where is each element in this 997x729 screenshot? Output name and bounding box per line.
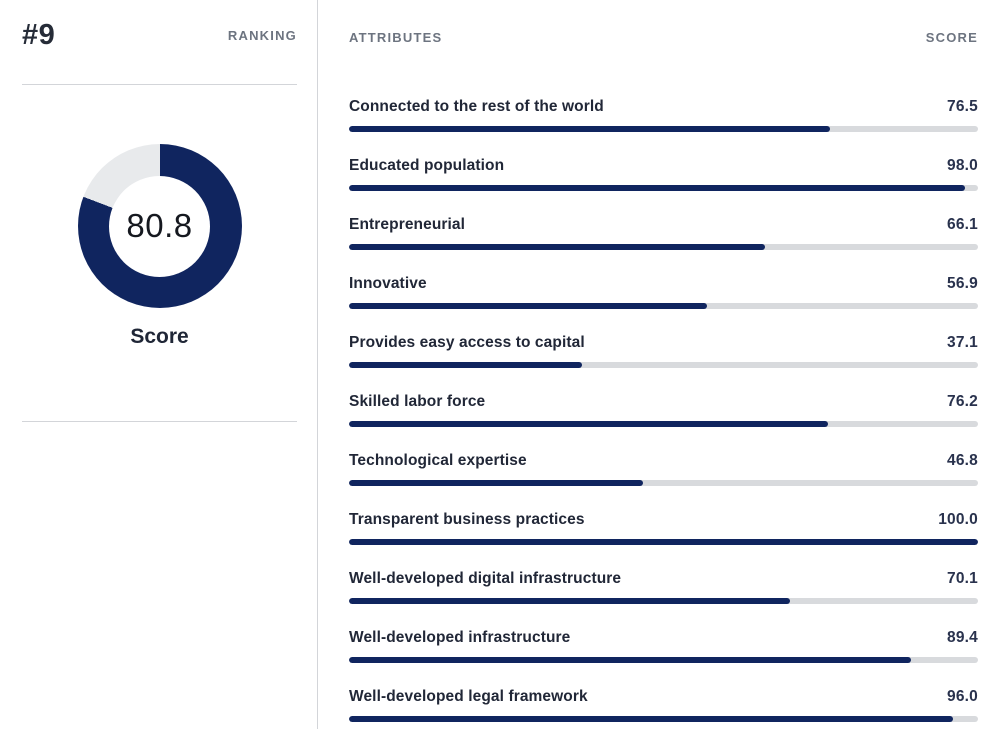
attribute-score-bar	[349, 598, 978, 604]
attribute-score-bar	[349, 539, 978, 545]
attribute-score-bar-fill	[349, 362, 583, 368]
attribute-score-bar	[349, 362, 978, 368]
score-column-header: SCORE	[925, 30, 978, 45]
left-divider-bottom	[22, 421, 297, 422]
attribute-score-bar-fill	[349, 480, 644, 486]
attribute-score: 70.1	[947, 570, 978, 587]
attribute-label: Entrepreneurial	[349, 216, 466, 233]
attribute-score-bar	[349, 716, 978, 722]
attributes-column-header: ATTRIBUTES	[349, 30, 443, 45]
attribute-score-bar	[349, 303, 978, 309]
attribute-row: Educated population 98.0	[349, 156, 978, 191]
attribute-label: Educated population	[349, 157, 505, 174]
attribute-score: 76.2	[947, 393, 978, 410]
attribute-row: Transparent business practices 100.0	[349, 510, 978, 545]
attribute-score-bar-fill	[349, 539, 978, 545]
ranking-label: RANKING	[227, 27, 297, 43]
ranking-header: #9 RANKING	[22, 18, 297, 52]
attribute-score-bar-fill	[349, 185, 966, 191]
score-donut-chart: 80.8	[77, 144, 242, 308]
attribute-score: 100.0	[938, 511, 978, 528]
attribute-label: Technological expertise	[349, 452, 527, 469]
attribute-score: 46.8	[947, 452, 978, 469]
attribute-row: Well-developed infrastructure 89.4	[349, 628, 978, 663]
attribute-label: Innovative	[349, 275, 427, 292]
left-divider-top	[22, 84, 297, 85]
attribute-row: Well-developed legal framework 96.0	[349, 687, 978, 722]
attribute-row: Innovative 56.9	[349, 274, 978, 309]
ranking-panel: #9 RANKING 80.8 Score	[0, 0, 318, 729]
attribute-label: Well-developed legal framework	[349, 688, 588, 705]
rank-value: #9	[22, 19, 56, 51]
attribute-score-bar-fill	[349, 126, 831, 132]
attribute-label: Well-developed infrastructure	[349, 629, 571, 646]
attribute-row: Entrepreneurial 66.1	[349, 215, 978, 250]
attribute-label: Transparent business practices	[349, 511, 585, 528]
attribute-score: 66.1	[947, 216, 978, 233]
attribute-row: Technological expertise 46.8	[349, 451, 978, 486]
attribute-row: Well-developed digital infrastructure 70…	[349, 569, 978, 604]
attribute-score-bar	[349, 244, 978, 250]
attribute-score-bar-fill	[349, 657, 912, 663]
attribute-score: 98.0	[947, 157, 978, 174]
score-caption: Score	[130, 325, 189, 348]
attribute-label: Provides easy access to capital	[349, 334, 585, 351]
score-donut-wrap: 80.8	[22, 144, 297, 308]
attribute-row: Provides easy access to capital 37.1	[349, 333, 978, 368]
attribute-score-bar-fill	[349, 716, 953, 722]
attribute-score-bar	[349, 480, 978, 486]
attribute-label: Skilled labor force	[349, 393, 486, 410]
attribute-row: Connected to the rest of the world 76.5	[349, 97, 978, 132]
attribute-score: 56.9	[947, 275, 978, 292]
attribute-score-bar	[349, 185, 978, 191]
attribute-score-bar	[349, 126, 978, 132]
attribute-score-bar-fill	[349, 598, 790, 604]
attribute-score-bar-fill	[349, 421, 829, 427]
attribute-score-bar-fill	[349, 244, 765, 250]
attribute-score: 37.1	[947, 334, 978, 351]
donut-score-value: 80.8	[109, 175, 210, 277]
attribute-score: 76.5	[947, 98, 978, 115]
attribute-score-bar	[349, 421, 978, 427]
attribute-label: Well-developed digital infrastructure	[349, 570, 622, 587]
attribute-list: Connected to the rest of the world 76.5 …	[349, 97, 978, 722]
attributes-panel: ATTRIBUTES SCORE Connected to the rest o…	[318, 0, 997, 729]
attribute-score-bar-fill	[349, 303, 707, 309]
attribute-score-bar	[349, 657, 978, 663]
attributes-header-row: ATTRIBUTES SCORE	[349, 30, 978, 45]
attribute-label: Connected to the rest of the world	[349, 98, 604, 115]
attribute-row: Skilled labor force 76.2	[349, 392, 978, 427]
attribute-score: 89.4	[947, 629, 978, 646]
attribute-score: 96.0	[947, 688, 978, 705]
